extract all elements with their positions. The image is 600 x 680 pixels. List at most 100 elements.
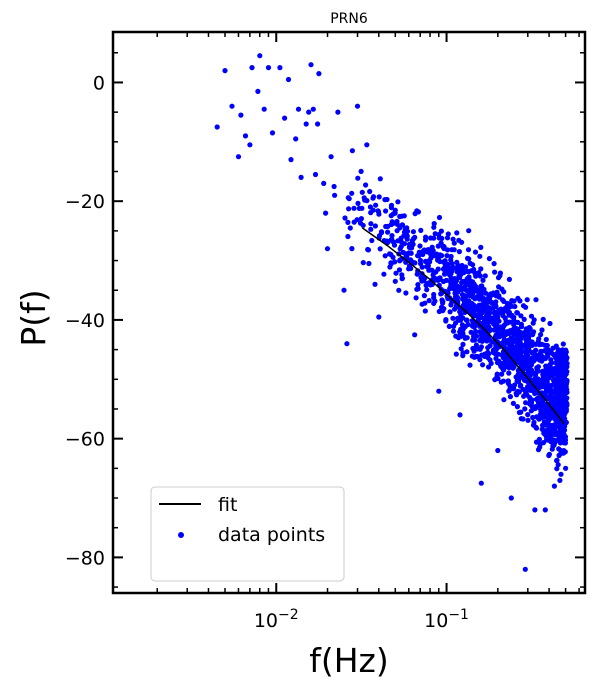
data-point	[247, 142, 253, 148]
data-point	[372, 281, 378, 287]
data-point	[548, 357, 554, 363]
data-point	[370, 194, 377, 200]
data-point	[504, 300, 510, 307]
data-point	[499, 371, 505, 377]
data-point	[388, 252, 394, 258]
data-points	[214, 53, 570, 572]
data-point	[480, 277, 486, 283]
data-point	[543, 355, 549, 361]
data-point	[459, 292, 466, 298]
data-point	[396, 287, 402, 293]
data-point	[467, 260, 473, 266]
data-point	[431, 300, 437, 306]
data-point	[551, 442, 557, 448]
data-point	[450, 315, 456, 321]
data-point	[381, 271, 387, 277]
data-point	[514, 310, 520, 316]
data-point	[377, 176, 383, 182]
y-tick-label: 0	[93, 72, 105, 94]
data-point	[375, 208, 381, 214]
data-point	[539, 327, 545, 333]
x-axis-label: f(Hz)	[309, 641, 389, 680]
data-point	[476, 270, 482, 276]
data-point	[563, 403, 569, 410]
data-point	[419, 277, 425, 283]
data-point	[511, 382, 518, 388]
data-point	[535, 415, 541, 421]
data-point	[368, 226, 374, 232]
data-point	[255, 88, 261, 94]
data-point	[495, 351, 501, 357]
data-point	[415, 282, 421, 288]
data-point	[509, 335, 515, 341]
data-point	[493, 340, 499, 346]
chart-title: PRN6	[330, 11, 368, 27]
data-point	[555, 371, 562, 377]
data-point	[554, 457, 560, 463]
data-point	[519, 342, 525, 348]
data-point	[349, 148, 355, 154]
data-point	[515, 319, 521, 325]
data-point	[508, 495, 514, 501]
data-point	[410, 229, 416, 235]
data-point	[524, 340, 530, 346]
data-point	[509, 313, 515, 319]
data-point	[377, 246, 383, 252]
data-point	[455, 269, 461, 275]
data-point	[563, 465, 569, 471]
data-point	[539, 409, 545, 415]
data-point	[511, 317, 517, 323]
data-point	[357, 220, 364, 226]
data-point	[418, 227, 424, 233]
data-point	[323, 210, 329, 216]
data-point	[554, 366, 560, 372]
data-point	[522, 348, 528, 355]
data-point	[534, 365, 540, 371]
data-point	[399, 213, 405, 219]
data-point	[415, 268, 421, 274]
data-point	[261, 106, 267, 112]
data-point	[478, 480, 484, 486]
data-point	[242, 133, 249, 139]
data-point	[552, 432, 559, 438]
data-point	[346, 206, 352, 212]
data-point	[540, 371, 546, 378]
data-point	[332, 192, 338, 198]
data-point	[459, 239, 465, 245]
data-point	[345, 233, 351, 240]
data-point	[392, 207, 398, 213]
data-point	[532, 352, 538, 358]
legend-box	[150, 486, 345, 582]
data-point	[458, 312, 464, 318]
data-point	[439, 307, 445, 313]
data-point	[456, 286, 462, 292]
data-point	[351, 205, 357, 211]
data-point	[359, 189, 365, 195]
data-point	[416, 253, 422, 259]
data-point	[506, 370, 512, 376]
x-tick-exponent: −2	[278, 607, 299, 623]
data-point	[478, 244, 484, 250]
data-point	[385, 223, 391, 229]
data-point	[282, 115, 288, 121]
data-point	[222, 68, 228, 74]
legend: fit data points	[150, 486, 345, 582]
data-point	[514, 404, 521, 410]
data-point	[461, 299, 468, 305]
legend-fit-label: fit	[218, 494, 237, 516]
data-point	[269, 130, 276, 136]
data-point	[546, 386, 553, 392]
data-point	[478, 295, 484, 301]
data-point	[422, 258, 429, 264]
data-point	[399, 276, 405, 282]
data-point	[367, 204, 373, 210]
data-point	[438, 228, 444, 234]
data-point	[478, 344, 484, 350]
data-point	[538, 332, 544, 338]
data-point	[517, 383, 524, 389]
data-point	[532, 379, 538, 385]
y-tick-labels: 0 −20 −40 −60 −80	[65, 72, 105, 569]
data-point	[474, 333, 480, 339]
data-point	[549, 446, 555, 452]
data-point	[556, 435, 562, 441]
